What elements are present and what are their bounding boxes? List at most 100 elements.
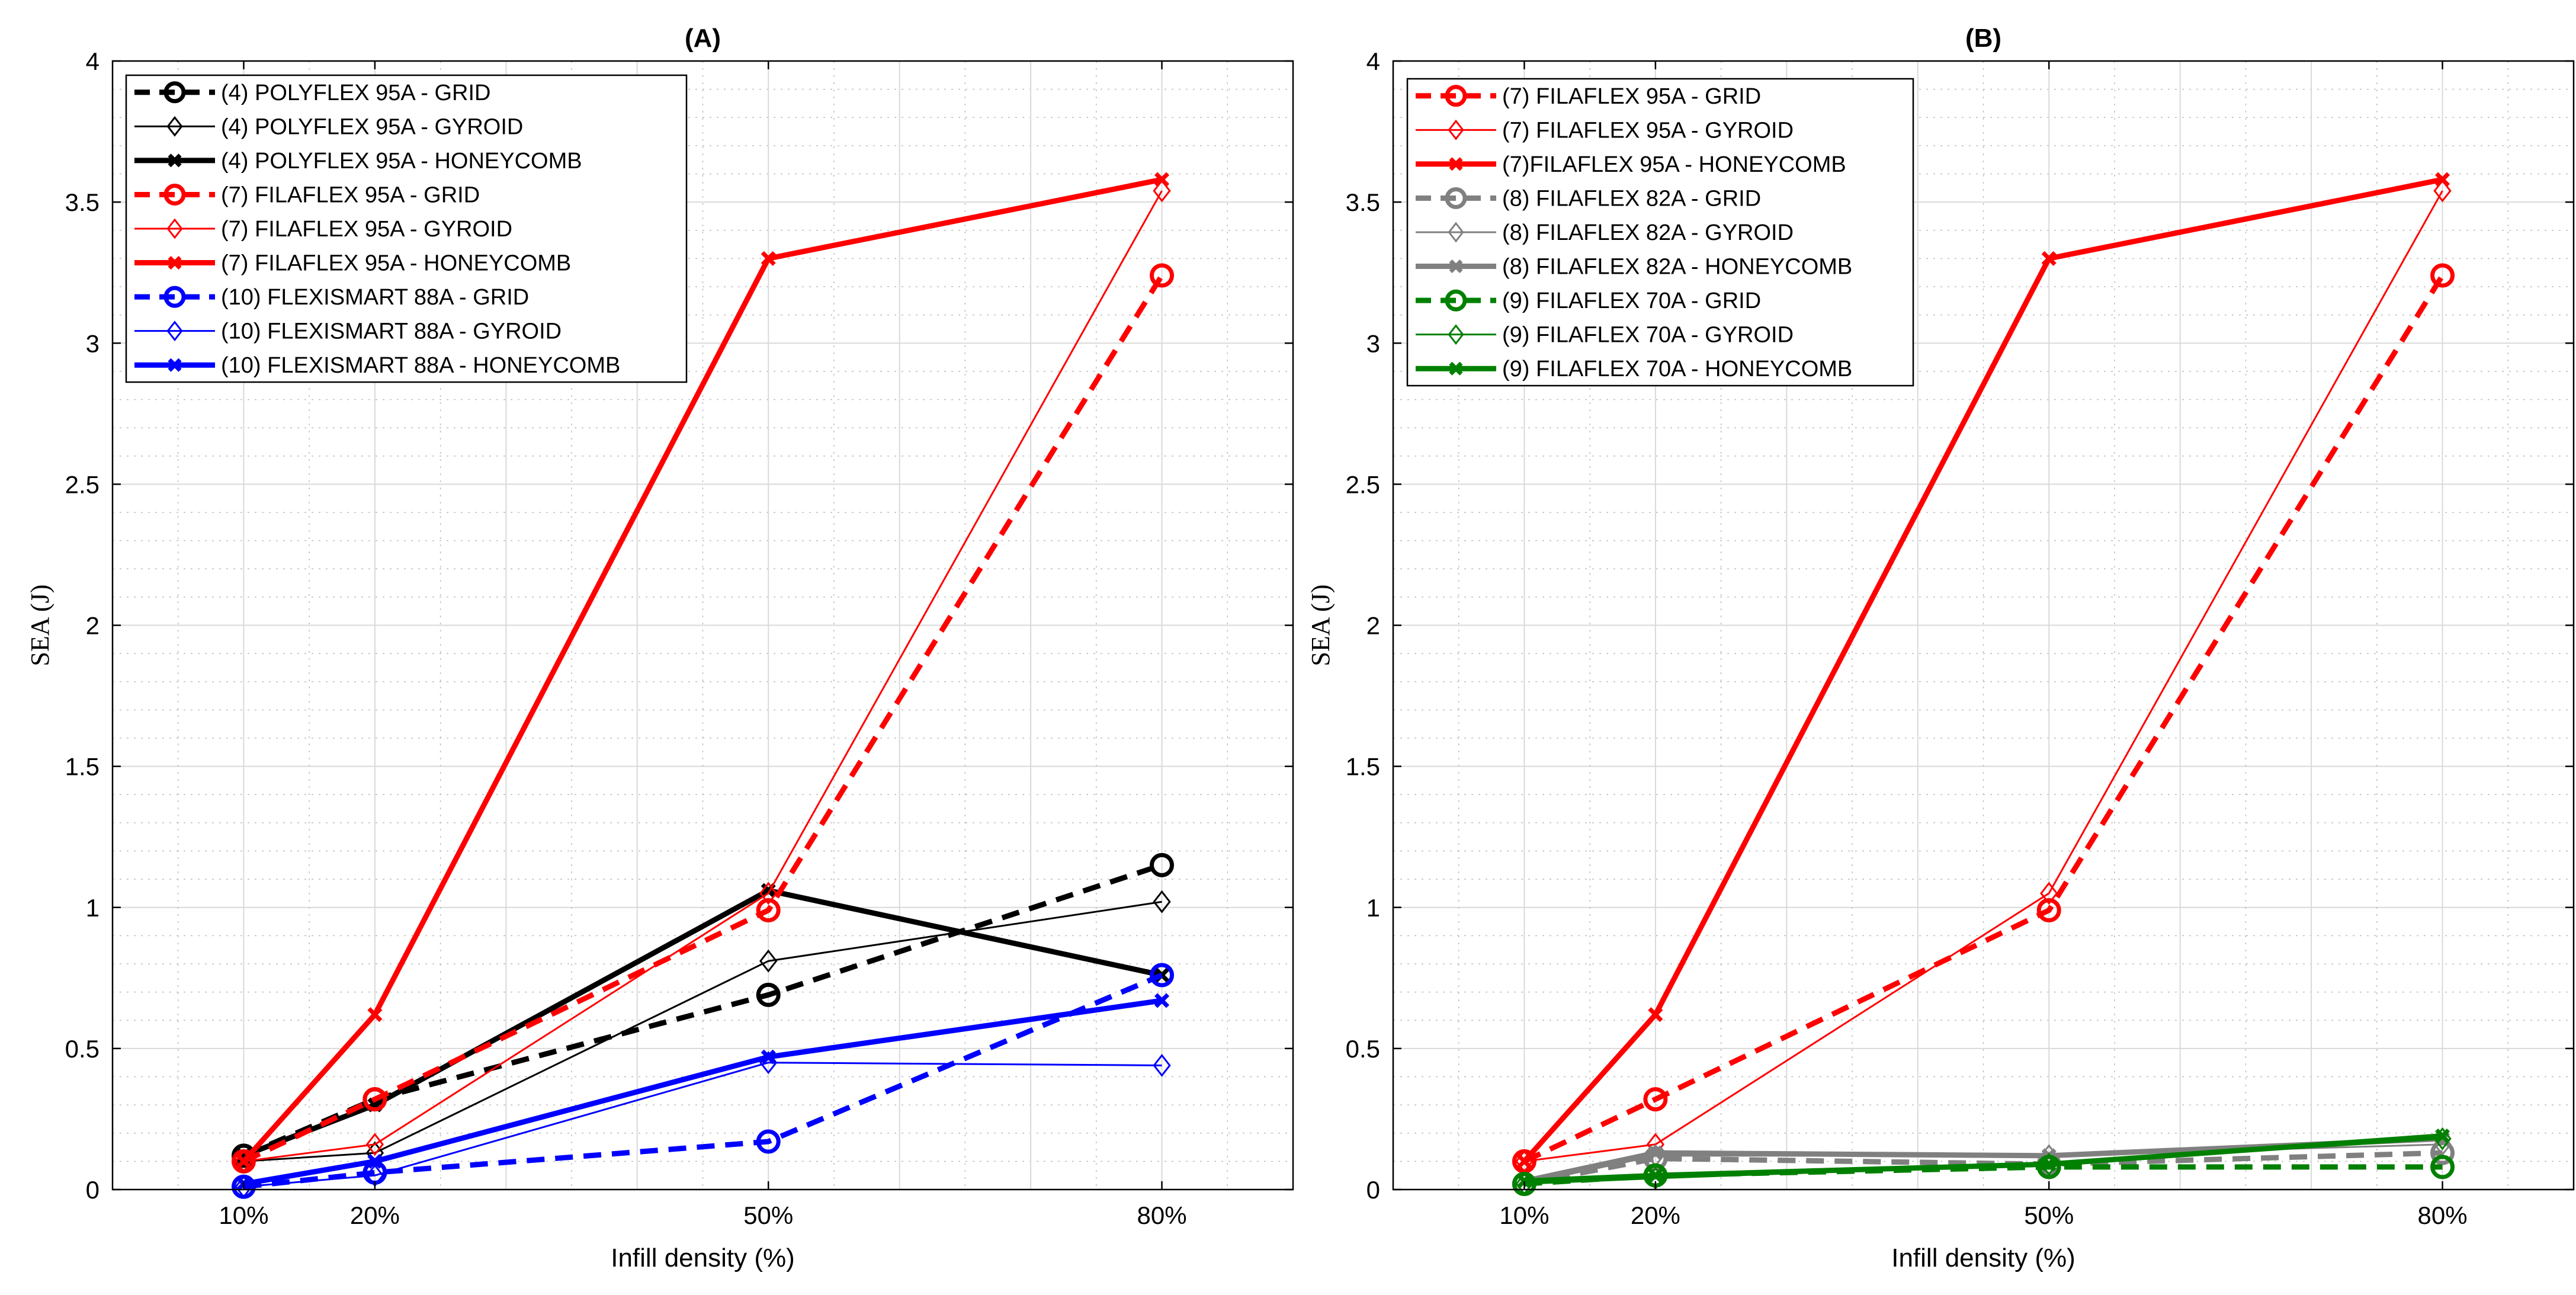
legend-item: (10) FLEXISMART 88A - GYROID bbox=[134, 319, 562, 344]
legend-marker bbox=[1448, 119, 1464, 140]
data-point bbox=[367, 1153, 383, 1169]
x-tick-label: 50% bbox=[2024, 1201, 2074, 1229]
data-point bbox=[759, 949, 778, 973]
data-point bbox=[761, 251, 776, 266]
legend-marker bbox=[1449, 157, 1463, 171]
series-line bbox=[1522, 177, 2443, 1163]
data-point bbox=[2433, 179, 2452, 203]
legend-marker bbox=[166, 116, 183, 137]
legend-item: (7) FILAFLEX 95A - GRID bbox=[134, 182, 480, 207]
data-point bbox=[1648, 1168, 1663, 1183]
legend-label: (8) FILAFLEX 82A - GYROID bbox=[1502, 220, 1794, 245]
x-axis-label: Infill density (%) bbox=[1891, 1243, 2075, 1272]
x-tick-label: 80% bbox=[2418, 1201, 2468, 1229]
data-point bbox=[2041, 1156, 2057, 1172]
legend-item: (8) FILAFLEX 82A - GYROID bbox=[1416, 220, 1794, 245]
legend-marker bbox=[1448, 222, 1464, 243]
legend-label: (4) POLYFLEX 95A - HONEYCOMB bbox=[221, 149, 582, 174]
legend-marker bbox=[163, 81, 186, 104]
y-tick-label: 1.5 bbox=[1346, 753, 1380, 781]
y-tick-label: 1 bbox=[86, 894, 100, 922]
data-point bbox=[2430, 263, 2455, 288]
chart-panel-a: 0 0.5 1 1.5 2 2.5 3 3.5 4 10% 20% 50% 80% (A) Infill… bbox=[25, 24, 1294, 1272]
legend-marker bbox=[168, 256, 182, 270]
legend-label: (4) POLYFLEX 95A - GRID bbox=[221, 81, 490, 105]
plot-area bbox=[1512, 172, 2455, 1196]
data-point bbox=[1150, 852, 1175, 877]
legend-marker bbox=[1448, 324, 1464, 345]
data-point bbox=[759, 882, 778, 905]
y-tick-label: 0.5 bbox=[65, 1035, 100, 1063]
data-point bbox=[2040, 882, 2058, 905]
legend-item: (7) FILAFLEX 95A - GYROID bbox=[134, 217, 512, 242]
series-line bbox=[1523, 274, 2445, 1164]
legend-item: (7) FILAFLEX 95A - GYROID bbox=[1416, 118, 1794, 143]
y-tick-label: 1 bbox=[1366, 894, 1380, 922]
x-tick-label: 10% bbox=[219, 1201, 268, 1229]
legend-label: (7) FILAFLEX 95A - GYROID bbox=[1502, 118, 1794, 143]
legend-label: (4) POLYFLEX 95A - GYROID bbox=[221, 114, 523, 139]
legend-label: (7) FILAFLEX 95A - HONEYCOMB bbox=[221, 251, 571, 276]
data-point bbox=[1154, 172, 1170, 187]
legend-item: (4) POLYFLEX 95A - HONEYCOMB bbox=[134, 149, 582, 174]
legend-box bbox=[125, 74, 688, 383]
data-point bbox=[761, 1049, 776, 1065]
data-point bbox=[365, 1133, 384, 1156]
data-point bbox=[1153, 890, 1171, 913]
chart-panel-b: 0 0.5 1 1.5 2 2.5 3 3.5 4 10% 20% 50% 80% (B) Infill… bbox=[1306, 24, 2575, 1272]
y-tick-label: 0 bbox=[1366, 1176, 1380, 1204]
data-point bbox=[1150, 963, 1175, 988]
y-tick-label: 3 bbox=[1366, 329, 1380, 357]
data-point bbox=[756, 982, 781, 1007]
legend-item: (9) FILAFLEX 70A - GYROID bbox=[1416, 323, 1794, 348]
legend-label: (8) FILAFLEX 82A - HONEYCOMB bbox=[1502, 255, 1852, 280]
series-line bbox=[1524, 1133, 2443, 1184]
plot-area bbox=[231, 172, 1175, 1199]
x-tick-label: 20% bbox=[1631, 1201, 1680, 1229]
data-point bbox=[367, 1007, 383, 1022]
legend-item: (9) FILAFLEX 70A - GRID bbox=[1416, 289, 1761, 313]
y-tick-label: 4 bbox=[86, 47, 100, 75]
legend-item: (8) FILAFLEX 82A - GRID bbox=[1416, 186, 1761, 211]
y-tick-label: 3 bbox=[86, 329, 100, 357]
y-tick-label: 3.5 bbox=[65, 188, 100, 216]
legend-marker bbox=[168, 153, 182, 168]
y-tick-label: 3.5 bbox=[1346, 188, 1380, 216]
data-point bbox=[1154, 993, 1170, 1008]
series-line bbox=[1524, 190, 2443, 1162]
y-tick-label: 2 bbox=[86, 612, 100, 640]
chart-title: (B) bbox=[1965, 24, 2001, 53]
data-point bbox=[756, 1129, 781, 1154]
data-point bbox=[756, 898, 781, 923]
data-point bbox=[2430, 1155, 2455, 1179]
data-point bbox=[2430, 1140, 2455, 1165]
legend-marker bbox=[1445, 289, 1467, 312]
x-tick-label: 10% bbox=[1499, 1201, 1549, 1229]
legend-item: (4) POLYFLEX 95A - GYROID bbox=[134, 114, 523, 139]
data-point bbox=[2036, 898, 2061, 923]
data-point bbox=[1150, 263, 1175, 288]
legend-marker bbox=[163, 286, 186, 308]
y-tick-label: 1.5 bbox=[65, 753, 100, 781]
legend-item: (7)FILAFLEX 95A - HONEYCOMB bbox=[1416, 152, 1846, 177]
data-point bbox=[2041, 251, 2057, 266]
x-tick-label: 80% bbox=[1137, 1201, 1187, 1229]
series-line bbox=[243, 190, 1163, 1162]
y-tick-label: 2.5 bbox=[65, 470, 100, 498]
legend-label: (7) FILAFLEX 95A - GYROID bbox=[221, 217, 512, 242]
series-line bbox=[243, 972, 1163, 1190]
y-tick-label: 0 bbox=[86, 1176, 100, 1204]
legend-label: (8) FILAFLEX 82A - GRID bbox=[1502, 186, 1761, 211]
legend-marker bbox=[1449, 361, 1463, 376]
data-point bbox=[2435, 1128, 2450, 1144]
data-point bbox=[1153, 1054, 1171, 1077]
y-tick-label: 2.5 bbox=[1346, 470, 1380, 498]
y-tick-label: 2 bbox=[1366, 612, 1380, 640]
legend-label: (9) FILAFLEX 70A - GYROID bbox=[1502, 323, 1794, 348]
axes: 0 0.5 1 1.5 2 2.5 3 3.5 4 10% 20% 50% 80% bbox=[65, 47, 1293, 1229]
data-point bbox=[1643, 1087, 1668, 1112]
series-line bbox=[242, 177, 1163, 1163]
axes: 0 0.5 1 1.5 2 2.5 3 3.5 4 10% 20% 50% 80% bbox=[1346, 47, 2574, 1229]
legend-item: (7) FILAFLEX 95A - GRID bbox=[1416, 84, 1761, 109]
